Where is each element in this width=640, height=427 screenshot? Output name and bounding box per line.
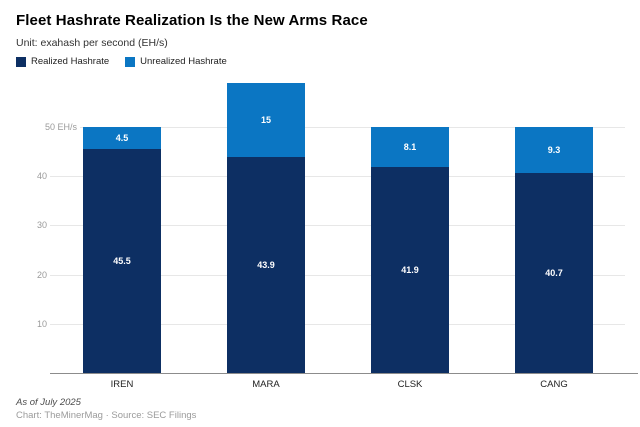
footnote: As of July 2025 <box>16 397 81 408</box>
bar-segment-realized-mara: 43.9 <box>227 157 305 373</box>
bar-segment-unrealized-mara: 15 <box>227 83 305 157</box>
value-label-realized-mara: 43.9 <box>257 259 275 270</box>
y-tick-label-40: 40 <box>36 171 47 181</box>
bar-cang: 9.3 40.7 <box>515 127 593 373</box>
legend: Realized Hashrate Unrealized Hashrate <box>16 56 227 67</box>
value-label-realized-clsk: 41.9 <box>401 264 419 275</box>
value-label-unrealized-mara: 15 <box>260 115 271 126</box>
x-category-label-mara: MARA <box>252 379 280 390</box>
value-label-unrealized-iren: 4.5 <box>115 133 129 144</box>
y-tick-label-10: 10 <box>36 319 47 329</box>
bar-segment-realized-cang: 40.7 <box>515 172 593 373</box>
legend-item-0: Realized Hashrate <box>16 56 109 67</box>
bar-segment-realized-iren: 45.5 <box>83 149 161 373</box>
x-category-label-clsk: CLSK <box>397 379 423 390</box>
y-tick-label-30: 30 <box>36 220 47 230</box>
y-tick-label-20: 20 <box>36 270 47 280</box>
bar-segment-realized-clsk: 41.9 <box>371 166 449 373</box>
bar-mara: 15 43.9 <box>227 83 305 373</box>
x-category-label-cang: CANG <box>540 379 568 390</box>
bar-iren: 4.5 45.5 <box>83 127 161 373</box>
x-axis-line <box>50 373 638 374</box>
gridline-10 <box>50 324 625 325</box>
y-tick-label-50: 50 EH/s <box>44 122 77 132</box>
legend-label: Unrealized Hashrate <box>140 56 227 67</box>
legend-swatch-icon <box>125 56 136 67</box>
gridline-40 <box>50 176 625 177</box>
legend-swatch-icon <box>16 56 26 67</box>
bar-segment-unrealized-iren: 4.5 <box>83 127 161 150</box>
gridline-20 <box>50 275 625 276</box>
attribution: Chart: TheMinerMag · Source: SEC Filings <box>16 410 197 421</box>
x-category-label-iren: IREN <box>110 379 134 390</box>
gridline-50 <box>80 127 625 128</box>
value-label-realized-cang: 40.7 <box>545 267 563 278</box>
legend-label: Realized Hashrate <box>31 56 110 67</box>
value-label-unrealized-cang: 9.3 <box>547 144 561 155</box>
value-label-realized-iren: 45.5 <box>113 256 131 267</box>
page-title: Fleet Hashrate Realization Is the New Ar… <box>16 12 368 29</box>
value-label-unrealized-clsk: 8.1 <box>403 141 417 152</box>
legend-item-1: Unrealized Hashrate <box>125 56 227 67</box>
bar-segment-unrealized-clsk: 8.1 <box>371 127 449 167</box>
bar-clsk: 8.1 41.9 <box>371 127 449 373</box>
chart-subtitle: Unit: exahash per second (EH/s) <box>16 37 168 49</box>
bar-segment-unrealized-cang: 9.3 <box>515 127 593 173</box>
gridline-30 <box>50 225 625 226</box>
